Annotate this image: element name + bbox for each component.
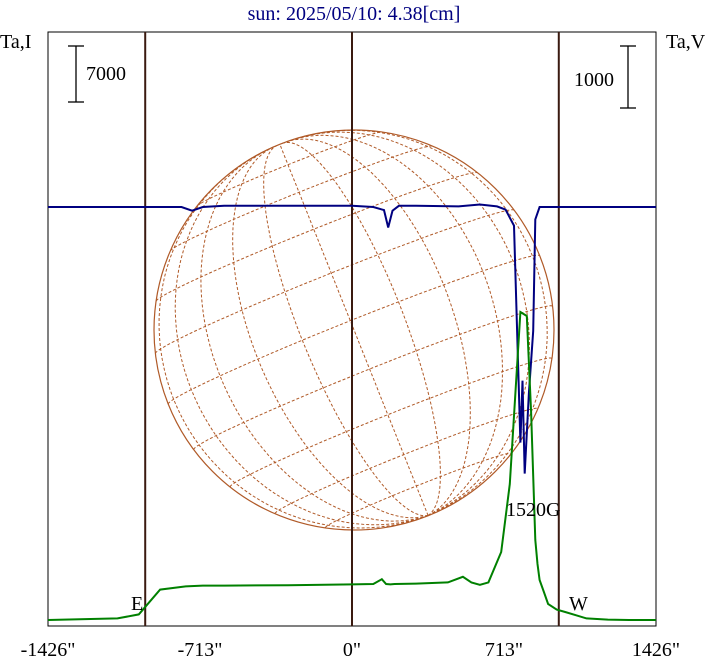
latitude-line xyxy=(196,131,383,207)
left-axis-label: Ta,I xyxy=(0,31,31,53)
meridian-line xyxy=(158,157,429,529)
latitude-line xyxy=(167,254,541,405)
east-label: E xyxy=(131,593,143,615)
scale-bar-right xyxy=(620,45,636,109)
x-tick-label: -713" xyxy=(178,639,223,661)
meridian-line xyxy=(263,144,429,517)
x-tick-label: -1426" xyxy=(21,639,76,661)
meridian-line xyxy=(296,131,530,516)
meridian-line xyxy=(284,138,471,516)
x-tick-label: 713" xyxy=(485,639,523,661)
latitude-line xyxy=(193,305,553,450)
meridian-line xyxy=(279,144,429,516)
series-polarization-line xyxy=(48,203,656,474)
scale-bar-left-label: 7000 xyxy=(86,63,126,85)
meridian-line xyxy=(200,146,429,522)
scale-bar-left xyxy=(68,45,84,103)
meridian-line xyxy=(308,129,548,516)
latitude-line xyxy=(155,172,478,302)
meridian-line xyxy=(232,145,429,519)
latitude-line xyxy=(169,145,433,252)
solar-disk xyxy=(153,129,555,531)
chart-title: sun: 2025/05/10: 4.38[cm] xyxy=(248,3,461,25)
latitude-line xyxy=(274,407,539,514)
x-tick-label: 0" xyxy=(343,639,361,661)
reference-lines xyxy=(144,32,560,626)
scale-bar-right-label: 1000 xyxy=(574,69,614,91)
meridian-line xyxy=(282,141,441,516)
x-axis-ticks: -1426" -713" 0" 713" 1426" xyxy=(21,639,681,661)
meridian-line xyxy=(286,134,504,516)
right-axis-label: Ta,V xyxy=(666,31,706,53)
x-tick-label: 1426" xyxy=(632,639,680,661)
west-label: W xyxy=(569,593,588,615)
meridian-line xyxy=(174,151,429,526)
series-intensity-line xyxy=(47,310,656,621)
field-strength-annotation: 1520G xyxy=(506,499,560,521)
